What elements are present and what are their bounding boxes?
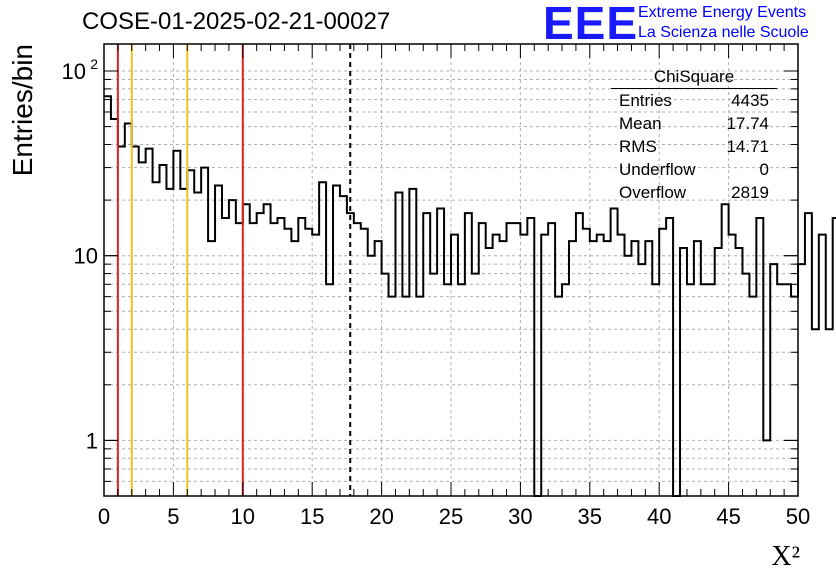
stats-label: Mean <box>619 114 662 133</box>
x-tick-label: 10 <box>231 504 255 529</box>
y-tick-label: 10 <box>74 244 98 269</box>
eee-logo: EEE <box>543 0 639 49</box>
stats-box-title: ChiSquare <box>611 66 777 89</box>
x-tick-label: 45 <box>716 504 740 529</box>
x-tick-label: 30 <box>508 504 532 529</box>
logo-line-2: La Scienza nelle Scuole <box>638 24 809 41</box>
stats-row: Overflow 2819 <box>611 181 777 204</box>
y-tick-label-exponent: 2 <box>90 56 98 72</box>
stats-value: 2819 <box>731 183 769 202</box>
x-tick-label: 50 <box>786 504 810 529</box>
x-tick-label: 5 <box>167 504 179 529</box>
stats-box: ChiSquare Entries 4435 Mean 17.74 RMS 14.71… <box>611 66 777 204</box>
stats-value: 4435 <box>731 91 769 110</box>
x-axis-label: X² <box>771 541 800 572</box>
y-axis-label: Entries/bin <box>7 44 38 176</box>
x-tick-label: 25 <box>439 504 463 529</box>
stats-value: 17.74 <box>726 114 769 133</box>
stats-row: Underflow 0 <box>611 158 777 181</box>
x-tick-label: 35 <box>578 504 602 529</box>
x-tick-label: 0 <box>98 504 110 529</box>
stats-row: Entries 4435 <box>611 89 777 112</box>
stats-value: 0 <box>759 160 769 179</box>
y-tick-label: 1 <box>86 428 98 453</box>
logo-line-1: Extreme Energy Events <box>638 4 807 21</box>
stats-label: Overflow <box>619 183 687 202</box>
y-tick-label: 10 <box>62 59 86 84</box>
stats-row: Mean 17.74 <box>611 112 777 135</box>
x-tick-label: 40 <box>647 504 671 529</box>
stats-value: 14.71 <box>726 137 769 156</box>
page-title: COSE-01-2025-02-21-00027 <box>82 8 391 35</box>
x-tick-label: 20 <box>369 504 393 529</box>
histogram-series <box>104 95 836 497</box>
stats-row: RMS 14.71 <box>611 135 777 158</box>
stats-label: Entries <box>619 91 672 110</box>
stats-label: Underflow <box>619 160 696 179</box>
stats-label: RMS <box>619 137 657 156</box>
x-tick-label: 15 <box>300 504 324 529</box>
